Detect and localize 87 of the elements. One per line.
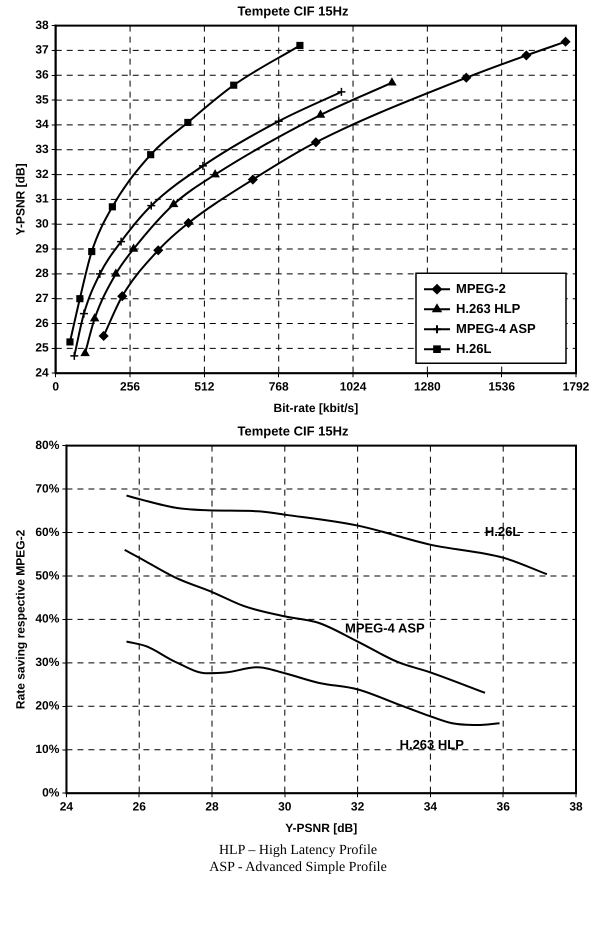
point	[80, 348, 90, 356]
point	[198, 161, 208, 171]
y-tick-label: 80%	[35, 438, 60, 452]
y-tick-label: 38	[35, 18, 50, 32]
point	[147, 151, 154, 158]
legend-label: MPEG-2	[456, 280, 506, 296]
y-tick-label: 31	[35, 192, 50, 206]
x-tick-label: 36	[496, 800, 510, 814]
x-axis-title: Y-PSNR [dB]	[285, 821, 358, 836]
point	[66, 338, 74, 346]
legend-label: H.26L	[456, 340, 492, 356]
point	[117, 291, 127, 301]
y-tick-label: 60%	[35, 524, 60, 539]
y-axis-title: Rate saving respective MPEG-2	[14, 529, 28, 710]
point	[388, 78, 396, 86]
y-tick-label: 26	[35, 316, 50, 330]
x-tick-label: 26	[132, 800, 146, 814]
y-tick-label: 0%	[42, 786, 60, 800]
point	[522, 50, 532, 60]
x-tick-label: 0	[52, 380, 60, 394]
y-tick-label: 27	[35, 291, 50, 306]
point	[311, 138, 321, 148]
x-tick-label: 1280	[414, 380, 442, 394]
point	[76, 295, 84, 302]
point	[462, 72, 472, 82]
y-tick-label: 28	[35, 266, 50, 280]
point	[108, 203, 116, 210]
legend-label: H.263 HLP	[456, 300, 521, 316]
x-tick-label: 256	[120, 380, 140, 394]
point	[184, 118, 192, 126]
x-tick-label: 28	[205, 800, 220, 814]
point	[79, 308, 89, 318]
point	[210, 170, 220, 178]
point	[116, 236, 126, 246]
x-tick-label: 32	[350, 800, 365, 814]
point	[146, 200, 156, 210]
y-tick-label: 34	[35, 117, 50, 132]
y-tick-label: 70%	[35, 481, 60, 496]
point	[70, 351, 80, 361]
y-tick-label: 30%	[35, 655, 60, 670]
point	[316, 110, 325, 118]
series-label: MPEG-4 ASP	[345, 620, 426, 636]
x-axis-title: Bit-rate [kbit/s]	[274, 401, 358, 416]
x-tick-label: 512	[194, 380, 215, 394]
y-tick-label: 37	[35, 42, 50, 57]
x-tick-label: 34	[424, 800, 438, 814]
point	[184, 218, 194, 228]
y-tick-label: 24	[35, 366, 50, 380]
chart-title: Tempete CIF 15Hz	[237, 423, 349, 438]
point	[112, 269, 120, 277]
point	[88, 248, 96, 256]
series-label: H.263 HLP	[400, 736, 464, 752]
y-tick-label: 10%	[35, 742, 60, 756]
y-tick-label: 50%	[35, 568, 60, 582]
y-tick-label: 33	[35, 142, 50, 156]
point	[98, 331, 108, 341]
point	[296, 42, 304, 50]
x-tick-label: 24	[60, 800, 74, 814]
x-tick-label: 1536	[488, 380, 516, 394]
x-tick-label: 1024	[340, 380, 367, 394]
x-tick-label: 30	[278, 800, 292, 814]
point	[274, 116, 284, 126]
point	[90, 314, 99, 322]
y-tick-label: 30	[35, 216, 50, 231]
y-axis-title: Y-PSNR [dB]	[14, 163, 28, 236]
point	[248, 174, 258, 184]
x-tick-label: 1792	[562, 380, 590, 394]
point	[95, 269, 105, 279]
y-tick-label: 25	[35, 340, 50, 355]
point	[169, 200, 178, 208]
legend-label: MPEG-4 ASP	[456, 320, 536, 336]
point	[153, 246, 163, 256]
point	[129, 244, 138, 252]
y-tick-label: 29	[35, 241, 50, 256]
y-tick-label: 40%	[35, 612, 60, 626]
point	[560, 36, 570, 46]
x-tick-label: 768	[268, 380, 290, 394]
y-tick-label: 32	[35, 166, 50, 181]
chart-title: Tempete CIF 15Hz	[237, 3, 349, 18]
x-tick-label: 38	[569, 800, 583, 814]
y-tick-label: 35	[35, 92, 50, 106]
text: ASP - Advanced Simple Profile	[208, 859, 388, 876]
point	[230, 82, 238, 89]
text: HLP – High Latency Profile	[218, 842, 378, 859]
point	[336, 87, 346, 97]
y-tick-label: 36	[35, 68, 50, 82]
y-tick-label: 20%	[35, 698, 60, 713]
